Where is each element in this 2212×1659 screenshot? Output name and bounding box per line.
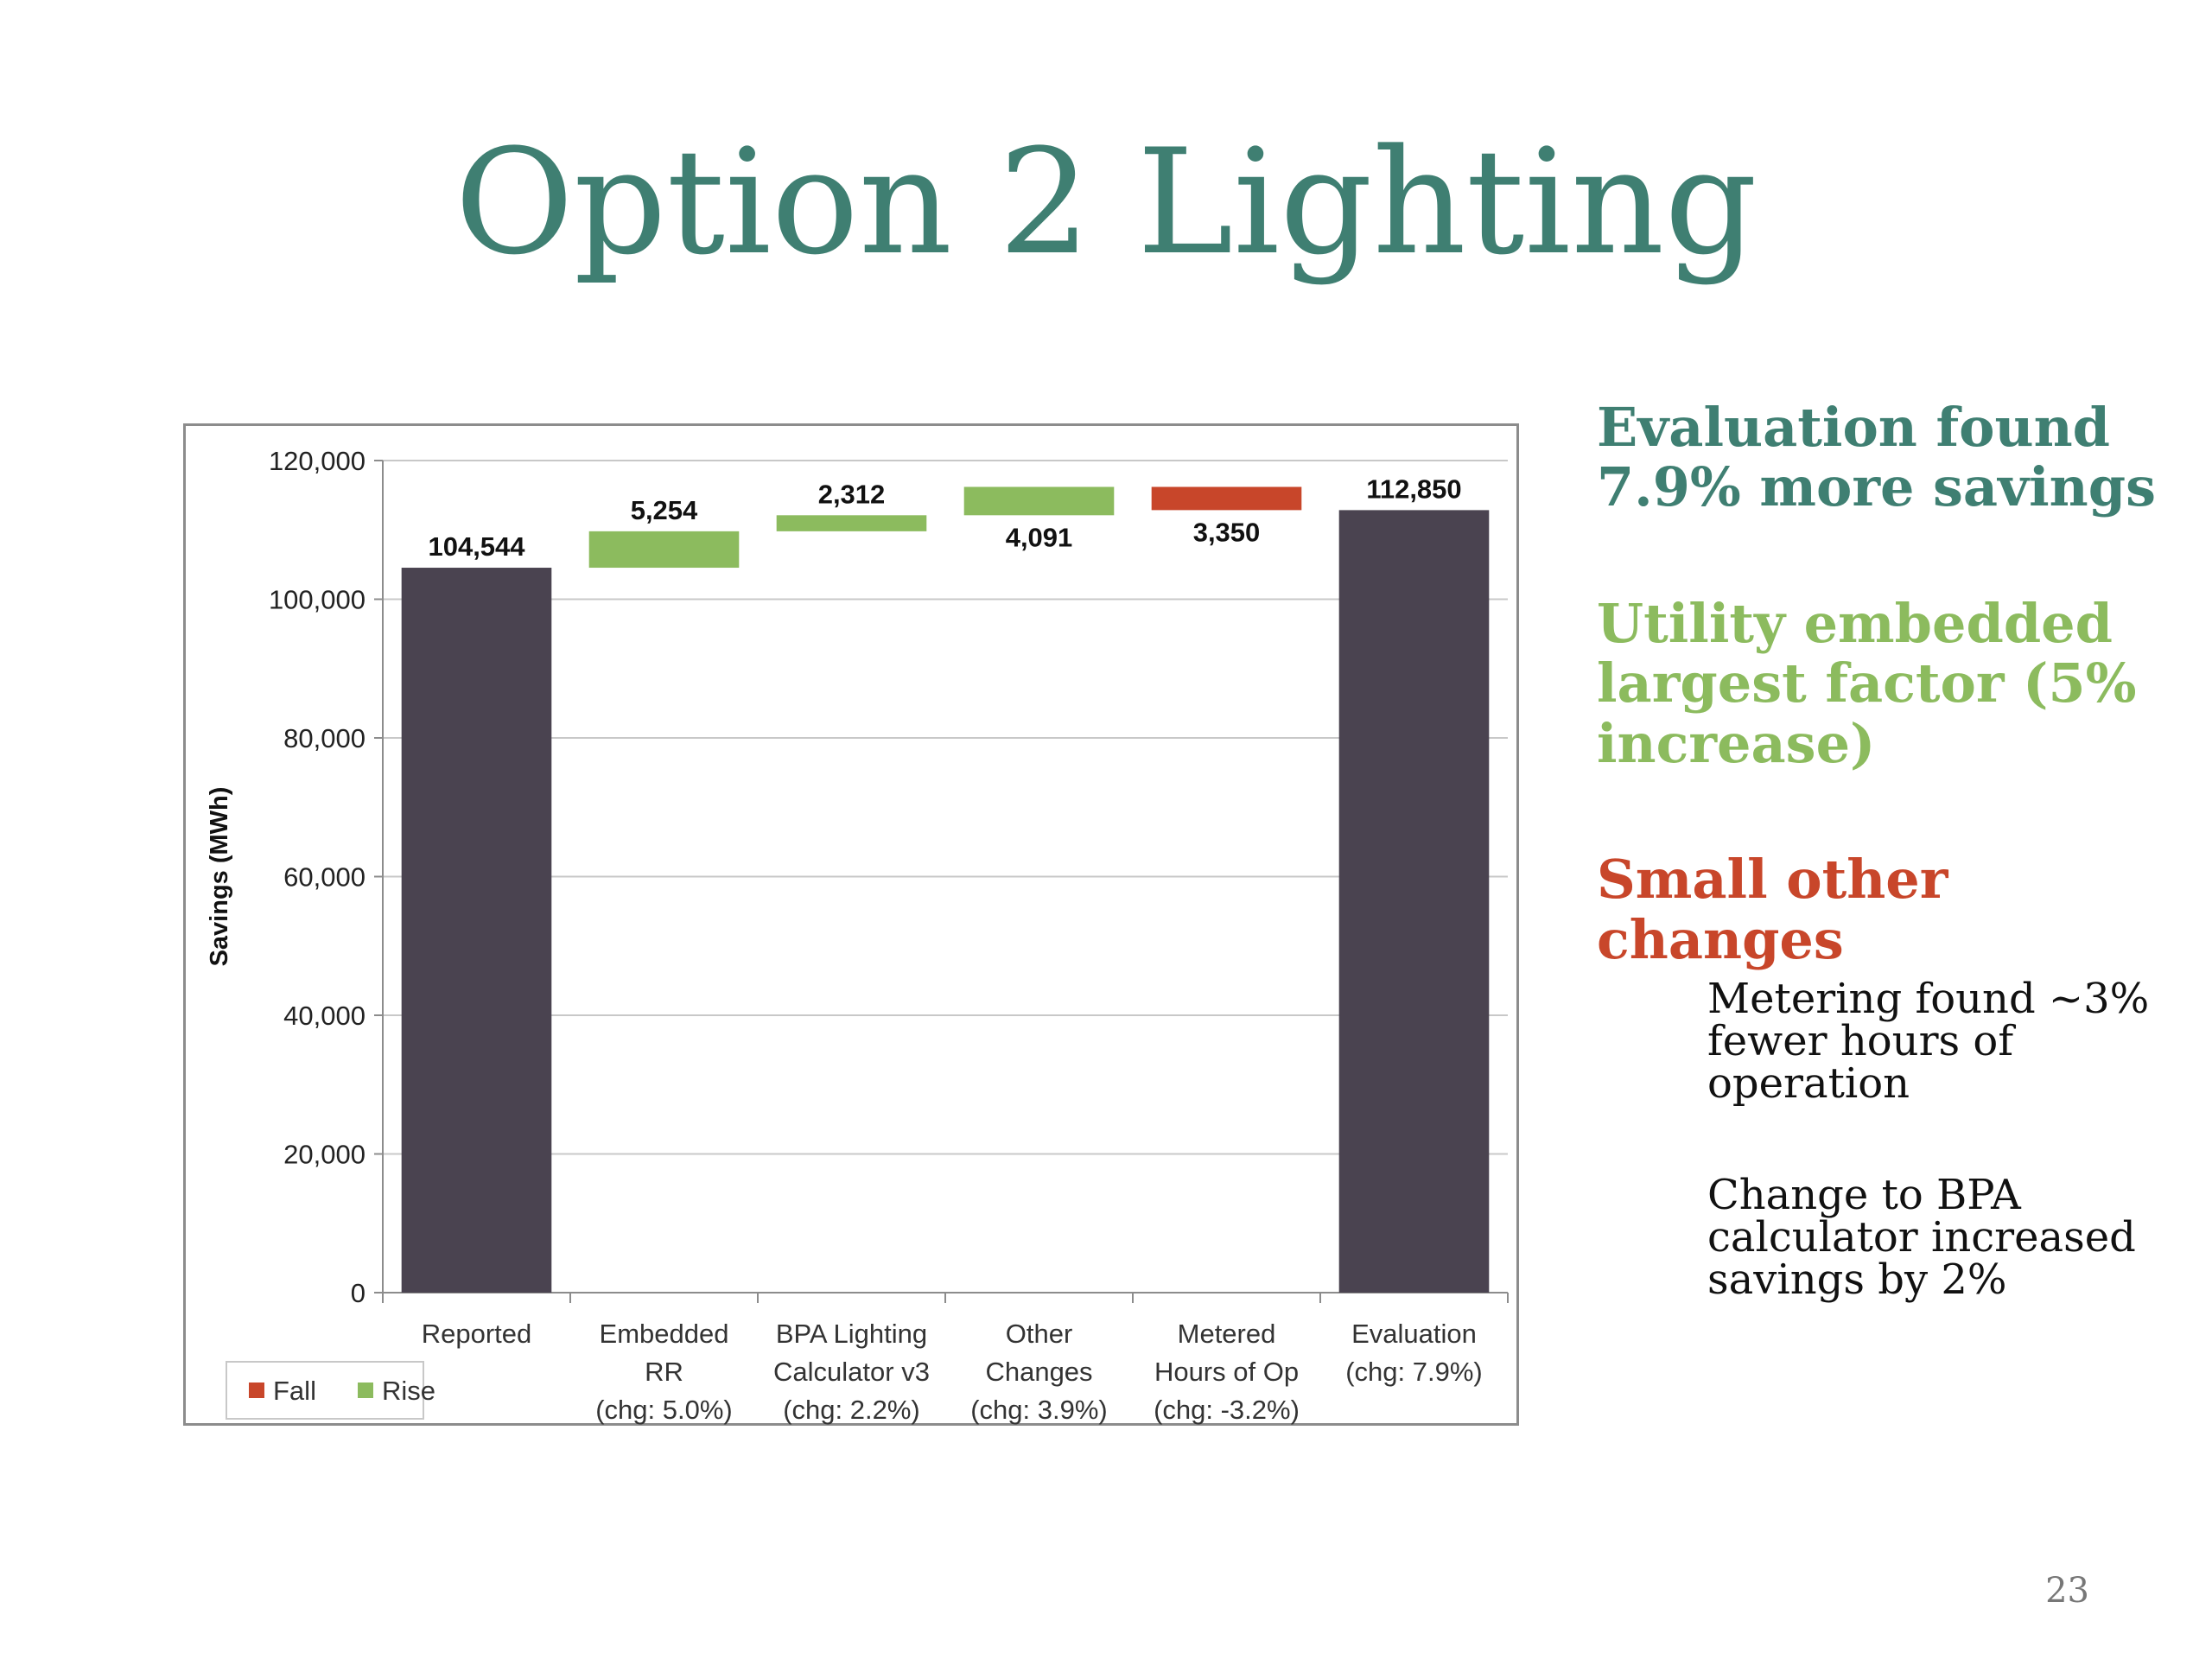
y-axis-label: Savings (MWh) — [206, 787, 233, 967]
data-label: 112,850 — [1366, 474, 1461, 504]
page-number: 23 — [2045, 1571, 2089, 1611]
x-tick-label: Changes — [985, 1357, 1092, 1387]
legend-label: Rise — [382, 1376, 435, 1406]
bar-fall — [1151, 486, 1302, 511]
note-heading-small-changes: Small other changes — [1597, 848, 1948, 971]
data-label: 5,254 — [631, 495, 698, 525]
x-tick-label: (chg: -3.2%) — [1154, 1395, 1300, 1425]
y-tick-label: 100,000 — [269, 585, 365, 615]
y-tick-label: 80,000 — [283, 723, 365, 753]
notes-panel: Evaluation found 7.9% more savings Utili… — [1597, 397, 2193, 1370]
bar-rise — [776, 515, 927, 531]
y-tick-label: 20,000 — [283, 1140, 365, 1170]
waterfall-chart-svg: 0 20,000 40,000 60,000 80,000 100,000 120,000 S… — [206, 446, 1509, 1425]
x-tick-label: BPA Lighting — [776, 1319, 927, 1349]
legend-swatch — [358, 1382, 373, 1398]
slide-title: Option 2 Lighting — [454, 118, 1758, 287]
x-tick-label: Evaluation — [1351, 1319, 1477, 1349]
y-tick-label: 120,000 — [269, 446, 365, 476]
x-tick-label: Embedded — [600, 1319, 729, 1349]
bar-rise — [963, 486, 1115, 516]
x-tick-label: (chg: 7.9%) — [1345, 1357, 1483, 1387]
data-label: 3,350 — [1193, 517, 1261, 547]
x-tick-label: Calculator v3 — [773, 1357, 930, 1387]
data-label: 104,544 — [428, 531, 525, 562]
notes-sub-list: Metering found ~3% fewer hours of operat… — [1707, 978, 2193, 1301]
x-tick-label: (chg: 3.9%) — [970, 1395, 1108, 1425]
x-tick-label: Other — [1006, 1319, 1073, 1349]
data-label: 2,312 — [818, 479, 886, 509]
x-tick-label: (chg: 5.0%) — [595, 1395, 733, 1425]
note-item-bpa-calculator: Change to BPA calculator increased savin… — [1707, 1170, 2136, 1304]
waterfall-chart: 0 20,000 40,000 60,000 80,000 100,000 120,000 S… — [183, 423, 1519, 1426]
y-tick-label: 0 — [351, 1278, 365, 1308]
note-item-metering: Metering found ~3% fewer hours of operat… — [1707, 975, 2150, 1108]
y-tick-label: 60,000 — [283, 862, 365, 893]
x-tick-label: Metered — [1178, 1319, 1276, 1349]
legend-swatch — [249, 1382, 264, 1398]
bar-rise — [588, 531, 740, 569]
x-tick-label: Reported — [422, 1319, 532, 1349]
y-tick-label: 40,000 — [283, 1001, 365, 1031]
bar-total — [1338, 510, 1490, 1293]
legend-label: Fall — [273, 1376, 316, 1406]
x-tick-label: Hours of Op — [1154, 1357, 1299, 1387]
note-heading-utility-embedded: Utility embedded largest factor (5% incr… — [1597, 591, 2137, 775]
x-tick-label: RR — [645, 1357, 683, 1387]
note-heading-evaluation: Evaluation found 7.9% more savings — [1597, 396, 2157, 519]
x-tick-label: (chg: 2.2%) — [783, 1395, 920, 1425]
data-label: 4,091 — [1006, 522, 1073, 552]
bar-total — [401, 568, 552, 1293]
